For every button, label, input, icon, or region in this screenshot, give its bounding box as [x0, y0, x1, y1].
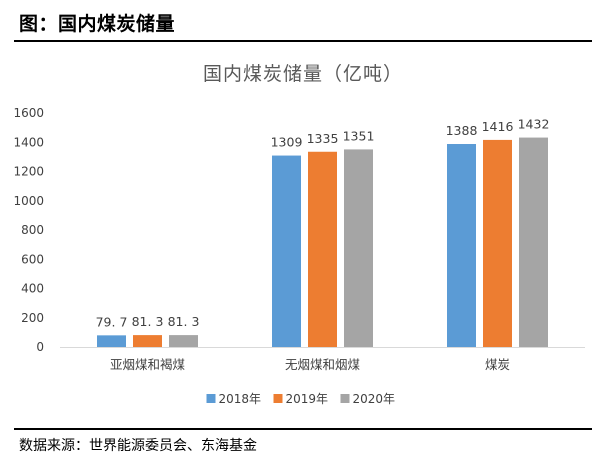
legend-swatch	[273, 394, 283, 403]
chart-title: 国内煤炭储量（亿吨）	[203, 63, 403, 85]
legend: 2018年 2019年 2020年	[206, 392, 396, 406]
bar-chart: 国内煤炭储量（亿吨） 0 200 400 600 800 1000 1200 1400 1600…	[13, 63, 585, 406]
y-tick-label: 1200	[13, 165, 44, 179]
bar	[483, 139, 512, 347]
bar	[97, 335, 126, 347]
bar	[519, 137, 548, 347]
x-tick-label: 无烟煤和烟煤	[285, 357, 361, 372]
legend-label: 2018年	[219, 392, 262, 406]
data-label: 1351	[343, 128, 375, 143]
y-tick-label: 1000	[13, 194, 44, 208]
data-label: 81. 3	[132, 314, 164, 329]
bars-group: 79. 7 81. 3 81. 3 1309 1335 1351 1388 1416 1432	[96, 117, 550, 347]
y-tick-label: 200	[21, 311, 44, 325]
top-rule	[14, 40, 592, 42]
legend-swatch	[206, 394, 216, 403]
bar	[308, 151, 337, 347]
data-label: 1416	[482, 119, 514, 134]
bar	[344, 149, 373, 347]
data-label: 79. 7	[96, 314, 128, 329]
y-tick-label: 1400	[13, 135, 44, 149]
bar	[272, 155, 301, 347]
y-tick-label: 600	[21, 252, 44, 266]
y-tick-label: 1600	[13, 106, 44, 120]
y-tick-label: 400	[21, 282, 44, 296]
data-label: 1432	[518, 117, 550, 132]
bar	[169, 335, 198, 347]
legend-label: 2020年	[353, 392, 396, 406]
x-tick-label: 煤炭	[485, 357, 510, 372]
bottom-rule	[14, 428, 592, 430]
axes-group: 0 200 400 600 800 1000 1200 1400 1600 亚烟煤和褐煤 无烟煤和烟…	[13, 106, 585, 372]
bar	[447, 144, 476, 347]
legend-label: 2019年	[286, 392, 329, 406]
figure-caption: 图：国内煤炭储量	[19, 13, 176, 35]
legend-swatch	[340, 394, 350, 403]
data-label: 1309	[271, 135, 303, 150]
data-label: 81. 3	[168, 314, 200, 329]
y-tick-label: 800	[21, 223, 44, 237]
data-label: 1388	[446, 123, 478, 138]
data-label: 1335	[307, 131, 339, 146]
source-note: 数据来源：世界能源委员会、东海基金	[19, 438, 257, 454]
bar	[133, 335, 162, 347]
x-tick-label: 亚烟煤和褐煤	[110, 357, 186, 372]
y-tick-label: 0	[36, 340, 44, 354]
